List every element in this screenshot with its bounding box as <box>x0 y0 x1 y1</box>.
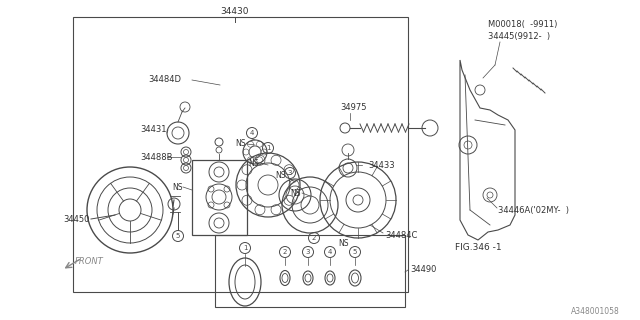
Text: 4: 4 <box>328 249 332 255</box>
Text: 34488B: 34488B <box>140 153 173 162</box>
Text: 5: 5 <box>353 249 357 255</box>
Text: 34446A('02MY-  ): 34446A('02MY- ) <box>498 205 569 214</box>
Text: 1: 1 <box>243 245 247 251</box>
Text: FIG.346 -1: FIG.346 -1 <box>455 244 502 252</box>
Text: 34484C: 34484C <box>385 230 417 239</box>
Text: 34450: 34450 <box>63 214 90 223</box>
Text: NS: NS <box>248 158 259 167</box>
Text: 34433: 34433 <box>368 161 395 170</box>
Bar <box>192 160 247 235</box>
Text: 34445(9912-  ): 34445(9912- ) <box>488 33 550 42</box>
Text: 34431: 34431 <box>140 125 166 134</box>
Text: 34430: 34430 <box>221 6 249 15</box>
Text: 2: 2 <box>283 249 287 255</box>
Text: 4: 4 <box>250 130 254 136</box>
Text: 3: 3 <box>288 170 292 176</box>
Text: FRONT: FRONT <box>75 258 104 267</box>
Text: 34490: 34490 <box>410 266 436 275</box>
Text: NS: NS <box>235 140 246 148</box>
Text: NS: NS <box>275 172 285 180</box>
Text: NS: NS <box>290 188 301 197</box>
Bar <box>73 17 408 292</box>
Bar <box>215 235 405 307</box>
Text: M00018(  -9911): M00018( -9911) <box>488 20 557 29</box>
Text: 34484D: 34484D <box>148 76 181 84</box>
Text: 5: 5 <box>176 233 180 239</box>
Text: NS: NS <box>338 238 349 247</box>
Text: A348001058: A348001058 <box>572 308 620 316</box>
Text: 3: 3 <box>306 249 310 255</box>
Text: NS: NS <box>173 182 183 191</box>
Text: 2: 2 <box>312 235 316 241</box>
Text: 34975: 34975 <box>340 103 367 113</box>
Text: 1: 1 <box>266 145 270 151</box>
